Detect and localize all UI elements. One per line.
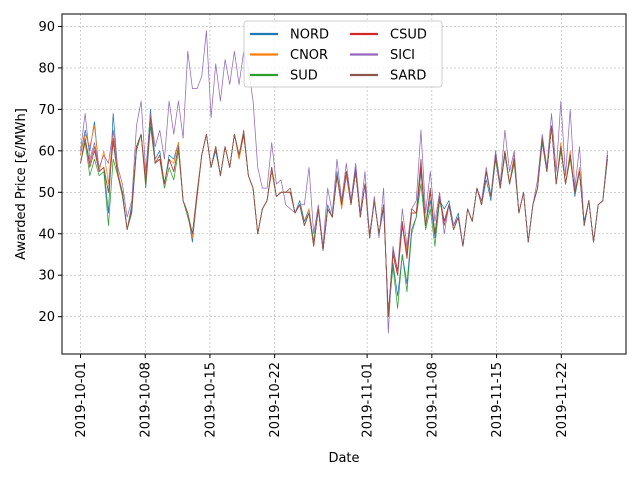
- legend-label-csud: CSUD: [390, 28, 427, 43]
- y-tick-label: 20: [38, 310, 55, 325]
- legend-label-sud: SUD: [290, 69, 318, 84]
- legend-label-sici: SICI: [390, 48, 415, 63]
- x-tick-label: 2019-10-08: [139, 362, 154, 438]
- y-axis-title: Awarded Price [€/MWh]: [14, 108, 29, 260]
- series-lines: [80, 30, 608, 334]
- legend-label-nord: NORD: [290, 28, 329, 43]
- y-tick-label: 40: [38, 227, 55, 242]
- x-tick-label: 2019-11-15: [490, 362, 505, 438]
- legend-label-sard: SARD: [390, 69, 426, 84]
- legend-label-cnor: CNOR: [290, 48, 328, 63]
- x-tick-label: 2019-11-08: [425, 362, 440, 438]
- y-tick-label: 30: [38, 269, 55, 284]
- x-tick-label: 2019-10-01: [74, 362, 89, 438]
- y-tick-label: 80: [38, 61, 55, 76]
- y-tick-label: 90: [38, 20, 55, 35]
- y-tick-label: 50: [38, 186, 55, 201]
- legend: NORD CNOR SUD CSUD SICI SARD: [243, 20, 443, 88]
- plot-frame: [61, 13, 627, 355]
- legend-box: [243, 20, 443, 88]
- series-line-sard: [80, 117, 608, 318]
- x-tick-label: 2019-11-01: [361, 362, 376, 438]
- x-tick-label: 2019-11-22: [555, 362, 570, 438]
- y-tick-label: 60: [38, 144, 55, 159]
- axis-ticks: 20 30 40 50 60 70 80 90 2019-10-01 2019-10-08 2019…: [38, 20, 569, 438]
- x-tick-label: 2019-10-15: [203, 362, 218, 438]
- x-axis-title: Date: [328, 451, 359, 466]
- y-tick-label: 70: [38, 103, 55, 118]
- x-tick-label: 2019-10-22: [268, 362, 283, 438]
